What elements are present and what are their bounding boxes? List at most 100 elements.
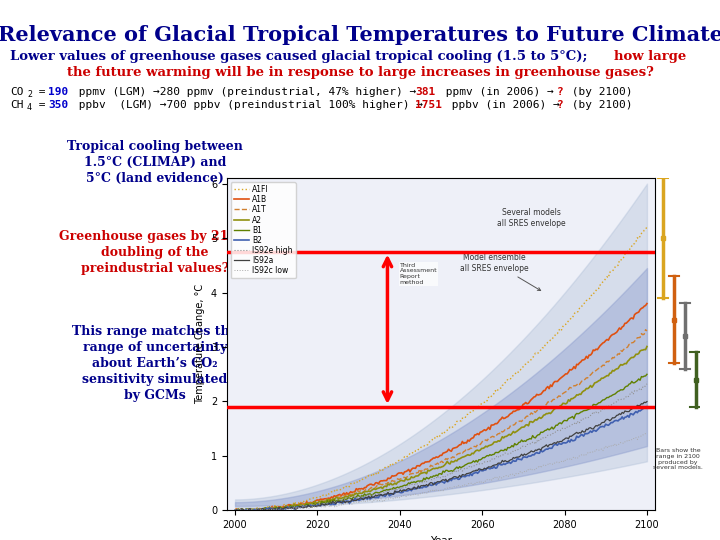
A1T xyxy=(474,441,483,448)
A1FI xyxy=(580,301,588,308)
Text: doubling of the: doubling of the xyxy=(102,246,209,259)
A1FI xyxy=(643,224,652,230)
Text: CH: CH xyxy=(10,100,24,110)
B1 xyxy=(232,509,240,515)
Line: A1FI: A1FI xyxy=(235,227,647,511)
IS92a xyxy=(643,399,652,405)
B1 xyxy=(233,506,242,512)
A1B xyxy=(476,429,485,435)
B2 xyxy=(580,433,588,440)
Text: CO: CO xyxy=(10,87,24,97)
Y-axis label: Temperature Change, °C: Temperature Change, °C xyxy=(195,284,205,404)
B2 xyxy=(643,403,652,410)
A2 xyxy=(643,343,652,350)
A1T xyxy=(232,507,240,513)
A1FI xyxy=(476,402,485,408)
IS92e high xyxy=(232,507,240,514)
A2 xyxy=(580,388,588,394)
Text: about Earth’s CO₂: about Earth’s CO₂ xyxy=(92,357,218,370)
Text: ppbv  (LGM) →700 ppbv (preindustrial 100% higher) →: ppbv (LGM) →700 ppbv (preindustrial 100%… xyxy=(72,100,430,110)
B2 xyxy=(232,507,240,514)
Line: IS92c low: IS92c low xyxy=(235,434,647,511)
Text: ?: ? xyxy=(557,87,564,97)
Text: how large: how large xyxy=(614,50,686,63)
IS92c low xyxy=(477,478,486,485)
A1T xyxy=(476,441,485,448)
X-axis label: Year: Year xyxy=(430,536,452,540)
Text: preindustrial values?: preindustrial values? xyxy=(81,262,229,275)
B1 xyxy=(477,456,486,462)
A1T xyxy=(604,359,613,365)
Text: 2: 2 xyxy=(27,90,32,99)
Text: =: = xyxy=(32,100,53,110)
Line: IS92a: IS92a xyxy=(235,402,647,512)
Text: ppmv (LGM) →280 ppmv (preindustrial, 47% higher) →: ppmv (LGM) →280 ppmv (preindustrial, 47%… xyxy=(72,87,423,97)
Text: the future warming will be in response to large increases in greenhouse gases?: the future warming will be in response t… xyxy=(66,66,654,79)
A2 xyxy=(232,508,240,514)
IS92a xyxy=(230,507,239,514)
Legend: A1FI, A1B, A1T, A2, B1, B2, IS92e high, IS92a, IS92c low: A1FI, A1B, A1T, A2, B1, B2, IS92e high, … xyxy=(230,182,296,278)
IS92a xyxy=(477,467,486,473)
IS92c low xyxy=(580,451,588,458)
Text: (by 2100): (by 2100) xyxy=(565,100,632,110)
IS92c low xyxy=(476,480,485,486)
A1T xyxy=(230,508,239,515)
A1B xyxy=(578,357,587,363)
Text: (by 2100): (by 2100) xyxy=(565,87,632,97)
IS92c low xyxy=(643,431,652,437)
Text: Bars show the
range in 2100
produced by
several models.: Bars show the range in 2100 produced by … xyxy=(653,448,703,470)
B1 xyxy=(476,457,485,463)
Text: 350: 350 xyxy=(48,100,68,110)
A1T xyxy=(483,437,492,444)
IS92e high xyxy=(239,508,248,515)
A1FI xyxy=(232,507,240,513)
Text: This range matches the: This range matches the xyxy=(72,325,238,338)
IS92e high xyxy=(476,461,485,468)
A2 xyxy=(230,508,239,515)
Text: Lower values of greenhouse gases caused glacial tropical cooling (1.5 to 5°C);: Lower values of greenhouse gases caused … xyxy=(10,50,592,63)
Line: IS92e high: IS92e high xyxy=(235,384,647,511)
Text: ?: ? xyxy=(557,100,564,110)
B2 xyxy=(247,508,256,515)
Text: Relevance of Glacial Tropical Temperatures to Future Climate: Relevance of Glacial Tropical Temperatur… xyxy=(0,25,720,45)
IS92e high xyxy=(477,461,486,467)
A2 xyxy=(606,370,614,376)
A1T xyxy=(578,377,587,384)
Text: =: = xyxy=(32,87,53,97)
B2 xyxy=(477,468,486,474)
Text: Tropical cooling between: Tropical cooling between xyxy=(67,140,243,153)
A1FI xyxy=(606,269,614,275)
A1B xyxy=(604,337,613,343)
A1FI xyxy=(230,505,239,512)
Text: 381: 381 xyxy=(415,87,436,97)
IS92c low xyxy=(642,430,650,437)
IS92a xyxy=(606,417,614,424)
B2 xyxy=(485,465,493,471)
A2 xyxy=(248,508,257,515)
IS92a xyxy=(485,463,493,470)
B1 xyxy=(580,408,588,414)
Text: Third
Assessment
Report
method: Third Assessment Report method xyxy=(400,262,438,285)
IS92e high xyxy=(606,402,614,409)
IS92c low xyxy=(230,507,239,514)
A2 xyxy=(476,447,485,453)
IS92c low xyxy=(606,443,614,450)
Text: 190: 190 xyxy=(48,87,68,97)
Line: A1T: A1T xyxy=(235,329,647,511)
A1T xyxy=(642,326,650,333)
IS92e high xyxy=(580,415,588,422)
IS92a xyxy=(232,507,240,513)
IS92e high xyxy=(643,381,652,387)
B1 xyxy=(643,371,652,377)
Text: sensitivity simulated: sensitivity simulated xyxy=(82,373,228,386)
Line: A2: A2 xyxy=(235,347,647,511)
IS92a xyxy=(476,466,485,472)
Text: Greenhouse gases by 2100:: Greenhouse gases by 2100: xyxy=(59,230,251,243)
IS92a xyxy=(580,429,588,435)
IS92e high xyxy=(485,458,493,464)
IS92c low xyxy=(239,508,248,514)
Text: range of uncertainty: range of uncertainty xyxy=(83,341,227,354)
A1B xyxy=(643,300,652,307)
Text: 5°C (land evidence): 5°C (land evidence) xyxy=(86,172,224,185)
A1B xyxy=(474,431,483,438)
